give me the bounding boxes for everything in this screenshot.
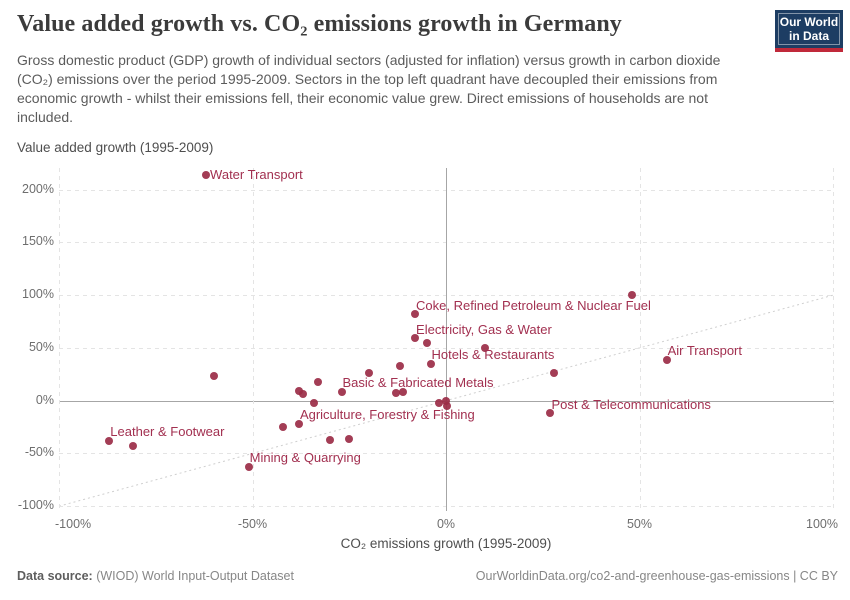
y-tick-label: 50% [28,339,54,354]
data-point[interactable] [550,368,559,377]
sector-label-basic-fabricated-metals[interactable]: Basic & Fabricated Metals [342,375,494,391]
x-tick-label: -100% [55,517,92,531]
y-tick-label: -100% [17,498,54,513]
sector-label-coke-refined-petroleum-nuclear-fuel[interactable]: Coke, Refined Petroleum & Nuclear Fuel [416,297,651,313]
x-tick-label: -50% [237,517,268,531]
owid-logo-frame: Our World in Data [778,13,840,45]
data-point[interactable] [298,390,307,399]
point-hotels-restaurants[interactable] [426,359,435,368]
point-post-telecommunications[interactable] [546,409,555,418]
point-water-transport[interactable] [202,170,211,179]
owid-logo-box[interactable]: Our World in Data [775,10,843,48]
owid-logo-line2: in Data [788,29,829,43]
sector-label-hotels-restaurants[interactable]: Hotels & Restaurants [431,347,555,363]
chart-subtitle: Gross domestic product (GDP) growth of i… [17,52,721,125]
data-point[interactable] [310,398,319,407]
point-coke-refined-petroleum-nuclear-fuel[interactable] [411,310,420,319]
point-leather-footwear[interactable] [105,436,114,445]
v-gridline [59,168,60,511]
data-point[interactable] [480,343,489,352]
sector-label-water-transport[interactable]: Water Transport [210,166,303,182]
y-axis-title: Value added growth (1995-2009) [17,140,214,155]
data-point[interactable] [435,398,444,407]
sector-label-post-telecommunications[interactable]: Post & Telecommunications [551,396,711,412]
data-point[interactable] [422,338,431,347]
sector-label-air-transport[interactable]: Air Transport [667,343,742,359]
sector-label-agriculture-forestry-fishing[interactable]: Agriculture, Forestry & Fishing [299,407,475,423]
point-mining-quarrying[interactable] [244,462,253,471]
point-electricity-gas-water[interactable] [411,334,420,343]
y-tick-label: 150% [22,234,54,249]
point-agriculture-forestry-fishing[interactable] [294,419,303,428]
x-zero-line [446,168,447,511]
data-point[interactable] [442,401,451,410]
data-point[interactable] [325,435,334,444]
data-source-note: Data source: (WIOD) World Input-Output D… [17,569,294,583]
point-air-transport[interactable] [662,355,671,364]
data-source-text: (WIOD) World Input-Output Dataset [92,569,294,583]
x-tick-label: 100% [806,517,838,531]
owid-logo-redbar [775,48,843,52]
y-tick-label: 100% [22,287,54,302]
sector-label-electricity-gas-water[interactable]: Electricity, Gas & Water [416,321,552,337]
data-point[interactable] [345,435,354,444]
owid-logo[interactable]: Our World in Data [775,10,843,52]
x-tick-label: 50% [626,517,653,531]
owid-url-license[interactable]: OurWorldinData.org/co2-and-greenhouse-ga… [475,569,838,583]
data-point[interactable] [395,361,404,370]
x-axis-title: CO₂ emissions growth (1995-2009) [340,536,552,551]
owid-logo-line1: Our World [779,15,839,29]
sector-label-mining-quarrying[interactable]: Mining & Quarrying [249,450,361,466]
x-tick-label: 0% [436,517,456,531]
v-gridline [252,168,254,511]
data-point[interactable] [399,387,408,396]
data-point[interactable] [209,371,218,380]
y-tick-label: 0% [35,392,54,407]
data-point[interactable] [441,397,450,406]
v-gridline [833,168,834,511]
data-point[interactable] [314,377,323,386]
chart-title: Value added growth vs. CO₂ emissions gro… [17,11,622,37]
point-basic-fabricated-metals[interactable] [337,387,346,396]
data-point[interactable] [279,423,288,432]
data-point[interactable] [391,389,400,398]
sector-label-leather-footwear[interactable]: Leather & Footwear [110,424,225,440]
y-tick-label: -50% [24,445,54,460]
y-tick-label: 200% [22,181,54,196]
data-point[interactable] [128,442,137,451]
data-source-label: Data source: [17,569,93,583]
data-point[interactable] [627,291,636,300]
data-point[interactable] [364,369,373,378]
v-gridline [639,168,641,511]
